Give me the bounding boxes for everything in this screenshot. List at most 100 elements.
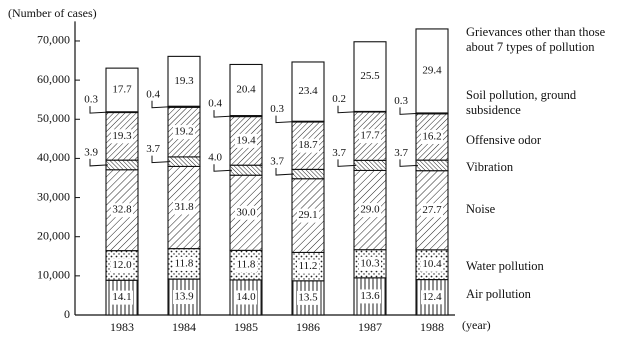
segment-label: 20.4 bbox=[236, 84, 256, 96]
segment-label: 17.7 bbox=[112, 83, 132, 95]
label-bg bbox=[111, 258, 133, 273]
legend-label: Noise bbox=[466, 202, 496, 216]
segment-label: 0.3 bbox=[84, 94, 98, 106]
segment-label: 14.0 bbox=[236, 291, 256, 303]
segment-label: 0.2 bbox=[332, 93, 346, 105]
bar-segment bbox=[415, 159, 449, 172]
legend-label: Offensive odor bbox=[466, 133, 542, 147]
y-axis-label: (Number of cases) bbox=[8, 6, 97, 20]
bar-segment bbox=[167, 156, 201, 167]
leader-line bbox=[151, 100, 171, 109]
segment-label: 14.1 bbox=[112, 291, 131, 303]
label-bg bbox=[173, 200, 195, 215]
segment-label: 32.8 bbox=[112, 204, 132, 216]
leader-line bbox=[151, 155, 171, 164]
label-bg bbox=[421, 63, 443, 78]
x-tick-label: 1983 bbox=[110, 320, 134, 334]
segment-label: 3.7 bbox=[146, 143, 160, 155]
segment-label: 29.4 bbox=[422, 64, 442, 76]
legend-label: Vibration bbox=[466, 160, 514, 174]
legend-label: Water pollution bbox=[466, 259, 544, 273]
segment-label: 11.8 bbox=[237, 259, 256, 271]
bar-segment bbox=[291, 168, 325, 180]
bar-segment bbox=[353, 159, 387, 172]
label-bg bbox=[173, 256, 195, 271]
segment-label: 19.3 bbox=[112, 130, 132, 142]
leader-line bbox=[399, 159, 419, 167]
segment-label: 29.0 bbox=[360, 204, 380, 216]
label-bg bbox=[359, 289, 381, 304]
segment-label: 18.7 bbox=[298, 139, 318, 151]
label-bg bbox=[359, 256, 381, 271]
label-bg bbox=[173, 125, 195, 140]
segment-label: 3.7 bbox=[394, 147, 408, 159]
segment-label: 16.2 bbox=[422, 130, 441, 142]
legend-label: Air pollution bbox=[466, 287, 531, 301]
leader-line bbox=[213, 164, 233, 172]
segment-label: 31.8 bbox=[174, 201, 194, 213]
leader-line bbox=[275, 168, 295, 176]
segment-label: 19.2 bbox=[174, 126, 193, 138]
label-bg bbox=[111, 82, 133, 97]
bar-segment bbox=[229, 164, 263, 176]
label-bg bbox=[297, 208, 319, 223]
segment-label: 3.7 bbox=[332, 147, 346, 159]
segment-label: 11.8 bbox=[175, 257, 194, 269]
x-tick-label: 1985 bbox=[234, 320, 258, 334]
x-tick-label: 1984 bbox=[172, 320, 196, 334]
label-bg bbox=[359, 203, 381, 218]
segment-label: 19.3 bbox=[174, 75, 194, 87]
label-bg bbox=[111, 290, 133, 305]
leader-line bbox=[213, 110, 233, 118]
x-tick-label: 1987 bbox=[358, 320, 382, 334]
y-tick-label: 20,000 bbox=[37, 228, 70, 242]
label-bg bbox=[421, 290, 443, 305]
label-bg bbox=[235, 83, 257, 98]
segment-label: 0.3 bbox=[270, 103, 284, 115]
segment-label: 10.4 bbox=[422, 258, 442, 270]
label-bg bbox=[421, 203, 443, 218]
label-bg bbox=[359, 129, 381, 144]
leader-line bbox=[399, 107, 419, 115]
label-bg bbox=[235, 133, 257, 148]
label-bg bbox=[111, 129, 133, 144]
leader-line bbox=[89, 106, 109, 114]
label-bg bbox=[297, 259, 319, 274]
segment-label: 13.9 bbox=[174, 291, 194, 303]
segment-label: 23.4 bbox=[298, 85, 318, 97]
segment-label: 4.0 bbox=[208, 152, 222, 164]
label-bg bbox=[359, 69, 381, 84]
x-axis-label: (year) bbox=[462, 318, 491, 332]
y-tick-label: 50,000 bbox=[37, 111, 70, 125]
segment-label: 27.7 bbox=[422, 204, 442, 216]
segment-label: 10.3 bbox=[360, 257, 380, 269]
label-bg bbox=[235, 258, 257, 273]
legend-label: Grievances other than those about 7 type… bbox=[466, 25, 606, 54]
segment-label: 0.3 bbox=[394, 95, 408, 107]
label-bg bbox=[297, 84, 319, 99]
segment-label: 12.0 bbox=[112, 259, 132, 271]
x-tick-label: 1988 bbox=[420, 320, 444, 334]
label-bg bbox=[173, 290, 195, 305]
label-bg bbox=[421, 257, 443, 272]
segment-label: 0.4 bbox=[208, 98, 222, 110]
segment-label: 3.7 bbox=[270, 156, 284, 168]
bar-segment bbox=[105, 159, 139, 171]
segment-label: 17.7 bbox=[360, 130, 380, 142]
y-tick-label: 0 bbox=[64, 307, 70, 321]
y-tick-label: 30,000 bbox=[37, 189, 70, 203]
label-bg bbox=[421, 129, 443, 144]
label-bg bbox=[235, 290, 257, 305]
leader-line bbox=[275, 115, 295, 124]
y-tick-label: 70,000 bbox=[37, 33, 70, 47]
label-bg bbox=[235, 205, 257, 220]
label-bg bbox=[297, 138, 319, 153]
leader-line bbox=[337, 159, 357, 167]
segment-label: 11.2 bbox=[299, 260, 318, 272]
segment-label: 25.5 bbox=[360, 70, 380, 82]
label-bg bbox=[111, 203, 133, 218]
label-bg bbox=[297, 290, 319, 305]
y-tick-label: 60,000 bbox=[37, 72, 70, 86]
